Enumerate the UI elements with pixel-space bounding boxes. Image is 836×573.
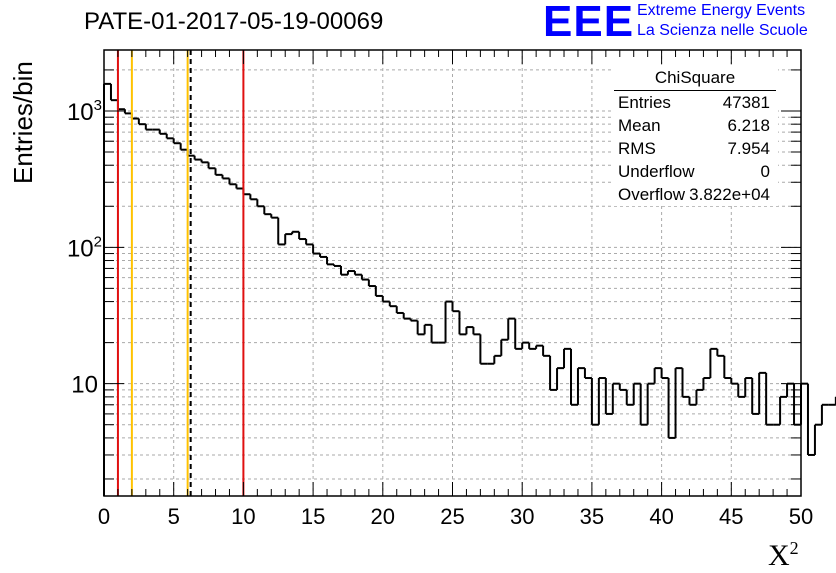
stats-row-entries: Entries 47381	[612, 91, 778, 114]
y-axis-label: Entries/bin	[8, 61, 38, 184]
x-tick-label: 35	[580, 504, 604, 529]
stats-value: 7.954	[727, 139, 770, 158]
marker-lines	[116, 50, 245, 496]
x-tick-label: 10	[231, 504, 255, 529]
stats-label: Overflow	[618, 185, 686, 204]
eee-logo-line2: La Scienza nelle Scuole	[637, 22, 808, 39]
x-tick-label: 45	[719, 504, 743, 529]
stats-box: ChiSquare Entries 47381 Mean 6.218 RMS 7…	[612, 66, 778, 206]
x-tick-label: 25	[440, 504, 464, 529]
x-tick-label: 5	[168, 504, 180, 529]
y-tick-label: 10	[71, 372, 98, 399]
stats-value: 0	[760, 162, 770, 181]
stats-row-underflow: Underflow 0	[612, 160, 778, 183]
stats-value: 3.822e+04	[689, 185, 770, 204]
axis-ticks	[103, 50, 802, 496]
x-tick-label: 0	[98, 504, 110, 529]
stats-row-overflow: Overflow 3.822e+04	[612, 183, 778, 206]
y-tick-label: 102	[67, 233, 102, 262]
x-axis-label-exp: 2	[789, 538, 799, 558]
eee-logo: EEE	[543, 0, 635, 46]
x-tick-label: 30	[510, 504, 534, 529]
stats-label: RMS	[618, 139, 656, 158]
chart-title: PATE-01-2017-05-19-00069	[84, 8, 384, 35]
eee-logo-line1: Extreme Energy Events	[637, 2, 806, 19]
x-tick-label: 50	[789, 504, 813, 529]
x-tick-label: 40	[649, 504, 673, 529]
x-axis-label-base: X	[768, 539, 790, 572]
stats-label: Underflow	[618, 162, 695, 181]
tick-labels: 0 5 10 15 20 25 30 35 40 45 50 10 102 103	[67, 97, 813, 529]
x-tick-label: 20	[371, 504, 395, 529]
x-axis-label: X2	[768, 538, 799, 573]
stats-value: 6.218	[727, 116, 770, 135]
stats-row-mean: Mean 6.218	[612, 114, 778, 137]
stats-label: Mean	[618, 116, 661, 135]
y-tick-label: 103	[67, 97, 102, 126]
stats-row-rms: RMS 7.954	[612, 137, 778, 160]
stats-label: Entries	[618, 93, 671, 112]
stats-value: 47381	[722, 93, 770, 112]
x-tick-label: 15	[301, 504, 325, 529]
stats-name: ChiSquare	[614, 66, 776, 91]
